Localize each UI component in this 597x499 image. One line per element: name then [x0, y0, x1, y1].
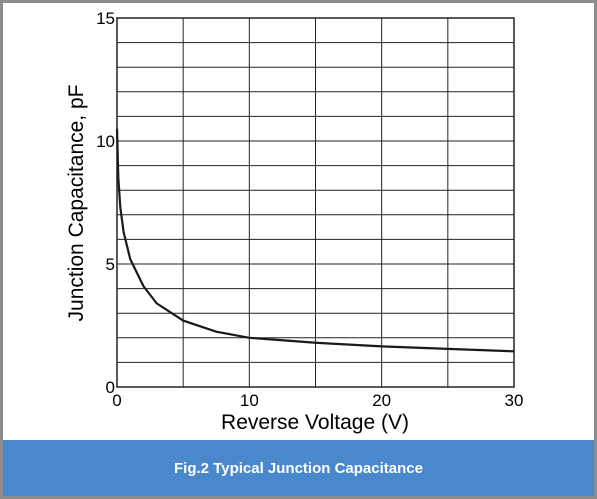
y-axis-label: Junction Capacitance, pF: [65, 85, 88, 322]
x-tick-label: 20: [372, 391, 391, 410]
caption: Fig.2 Typical Junction Capacitance: [3, 440, 594, 496]
x-tick-label: 30: [505, 391, 524, 410]
chart: Junction Capacitance, pF Reverse Voltage…: [65, 9, 524, 434]
x-tick-label: 0: [112, 391, 121, 410]
y-tick-label: 0: [106, 378, 115, 397]
x-axis-label: Reverse Voltage (V): [221, 411, 409, 434]
y-tick-label: 5: [106, 255, 115, 274]
y-tick-label: 15: [96, 9, 115, 28]
x-tick-label: 10: [240, 391, 259, 410]
plot-border: [116, 17, 515, 388]
y-tick-label: 10: [96, 132, 115, 151]
line: [115, 128, 515, 353]
